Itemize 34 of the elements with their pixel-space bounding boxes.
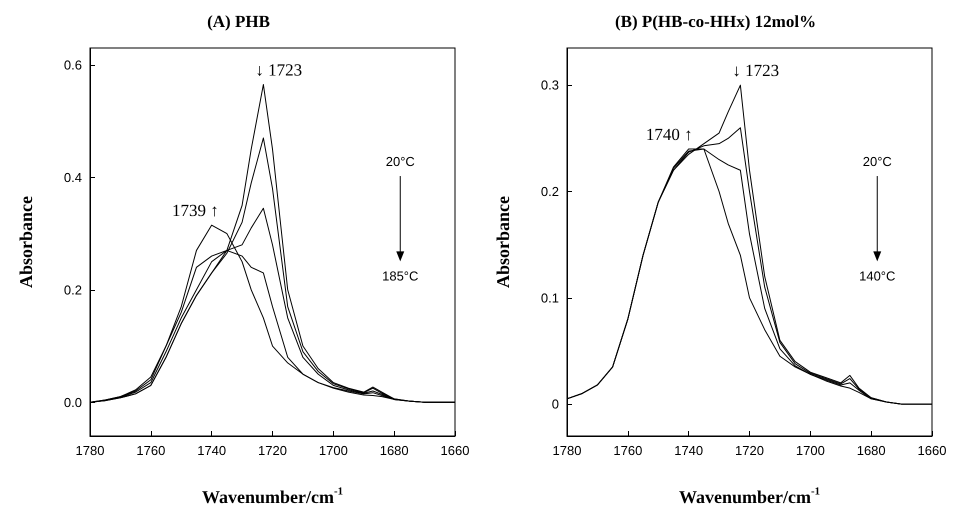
y-tick-label: 0.0 — [64, 394, 82, 410]
x-tick-label: 1780 — [76, 443, 104, 458]
annotation: 20°C — [862, 154, 892, 170]
annotation: 140°C — [859, 268, 896, 284]
x-tick-label: 1680 — [856, 443, 886, 458]
annotation: 1739 ↑ — [172, 201, 219, 220]
y-tick-label: 0 — [552, 396, 559, 412]
y-axis-title: Absorbance — [493, 196, 513, 288]
y-tick-label: 0.3 — [540, 78, 559, 93]
annotation: 1740 ↑ — [646, 124, 693, 144]
x-tick-label: 1740 — [197, 443, 226, 458]
y-tick-label: 0.4 — [64, 170, 82, 185]
x-tick-label: 1660 — [440, 443, 470, 458]
x-tick-label: 1700 — [318, 443, 348, 458]
x-tick-label: 1760 — [613, 443, 642, 458]
x-tick-label: 1700 — [796, 443, 825, 458]
y-tick-label: 0.2 — [64, 282, 82, 298]
y-axis-title: Absorbance — [16, 196, 36, 288]
x-tick-label: 1740 — [674, 443, 704, 458]
y-tick-label: 0.1 — [540, 290, 559, 306]
x-tick-label: 1780 — [552, 443, 582, 458]
x-tick-label: 1680 — [380, 443, 409, 458]
y-tick-label: 0.6 — [64, 57, 82, 72]
y-tick-label: 0.2 — [540, 184, 559, 200]
x-tick-label: 1720 — [258, 443, 287, 458]
annotation: 185°C — [382, 268, 418, 284]
x-tick-label: 1720 — [735, 443, 764, 458]
chart-title: (A) PHB — [207, 12, 270, 31]
chart-title: (B) P(HB-co-HHx) 12mol% — [614, 12, 816, 31]
annotation: 20°C — [386, 154, 415, 170]
x-tick-label: 1660 — [918, 443, 946, 458]
x-tick-label: 1760 — [136, 443, 166, 458]
annotation: ↓ 1723 — [732, 61, 780, 80]
annotation: ↓ 1723 — [255, 60, 302, 80]
